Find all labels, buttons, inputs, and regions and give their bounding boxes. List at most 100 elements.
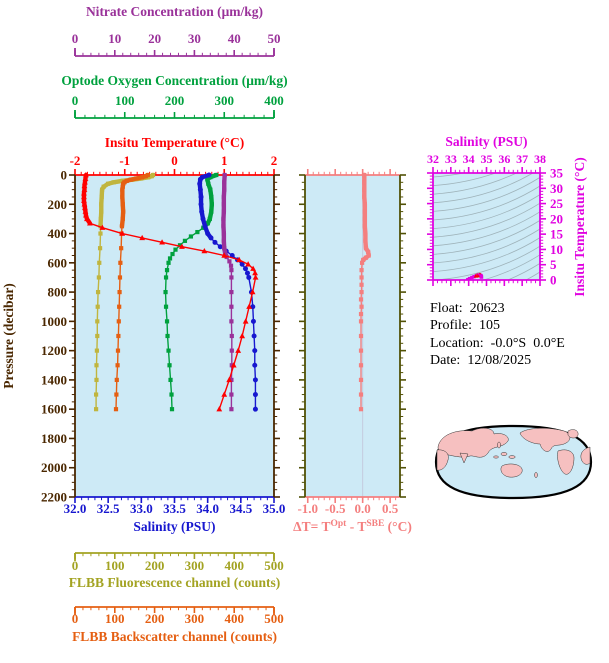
tick-label: 0 — [61, 168, 68, 183]
temperature-top-axis: -2 -1 0 1 2 — [70, 153, 278, 176]
tick-label: 600 — [48, 255, 68, 270]
tick-label: 0.0 — [355, 501, 371, 516]
backscatter-profile — [113, 172, 151, 412]
tick-label: 0 — [72, 558, 79, 573]
float-label: Float: — [430, 301, 463, 316]
delta-label-mid: - T — [346, 519, 366, 534]
ts-salinity-title: Salinity (PSU) — [445, 134, 527, 149]
delta-t-axis-label: ΔT= TOpt - TSBE (°C) — [293, 519, 412, 534]
tick-label: 500 — [264, 558, 284, 573]
tick-label: 33.0 — [130, 501, 153, 516]
tick-label: 35 — [481, 152, 493, 166]
landmass-australia — [500, 463, 523, 478]
tick-label: 100 — [115, 93, 135, 108]
tick-label: 34 — [463, 152, 475, 166]
backscatter-axis-title: FLBB Backscatter channel (counts) — [72, 629, 277, 644]
info-row-location: Location: -0.0°S 0.0°E — [430, 335, 565, 352]
info-row-profile: Profile: 105 — [430, 317, 565, 334]
tick-label: 500 — [264, 611, 284, 626]
float-value: 20623 — [469, 301, 505, 316]
landmass-africa-east — [580, 446, 591, 465]
tick-label: 200 — [145, 611, 165, 626]
tick-label: -1 — [119, 153, 130, 168]
oxygen-profile — [163, 172, 219, 412]
tick-label: 37 — [516, 152, 528, 166]
info-row-float: Float: 20623 — [430, 300, 565, 317]
salinity-bottom-axis: 32.0 32.5 33.0 33.5 34.0 34.5 35.0 — [64, 496, 286, 516]
tick-label: 0 — [72, 31, 79, 46]
tick-label: 50 — [268, 31, 281, 46]
delta-label-sup-opt: Opt — [330, 519, 347, 529]
tick-label: 34.5 — [229, 501, 252, 516]
pressure-left-axis: 0 200 400 600 800 1000 1200 1400 1600 1800 2000 220… — [41, 168, 76, 505]
tick-label: 1400 — [41, 372, 67, 387]
ts-bottom-axis — [432, 279, 541, 286]
tick-label: 300 — [215, 93, 235, 108]
tick-label: 1600 — [41, 402, 67, 417]
landmass-india — [459, 452, 469, 464]
location-label: Location: — [430, 335, 484, 351]
float-info: Float: 20623 Profile: 105 Location: -0.0°S … — [430, 300, 565, 370]
tick-label: 20 — [550, 211, 563, 226]
ts-data-points — [466, 272, 484, 280]
landmass-south-america — [557, 449, 575, 475]
tick-label: 0 — [171, 153, 178, 168]
landmass-greenland — [567, 429, 579, 439]
tick-label: 2000 — [41, 460, 67, 475]
tick-label: 32.0 — [64, 501, 87, 516]
location-value: -0.0°S 0.0°E — [490, 335, 565, 351]
nitrate-profile — [221, 172, 234, 412]
nitrate-axis-title: Nitrate Concentration (μm/kg) — [86, 4, 263, 19]
profile-value: 105 — [479, 318, 500, 334]
date-label: Date: — [430, 353, 461, 369]
tick-label: 400 — [224, 611, 244, 626]
tick-label: 15 — [550, 227, 564, 242]
tick-label: 400 — [224, 558, 244, 573]
tick-label: 36 — [498, 152, 510, 166]
tick-label: 33.5 — [163, 501, 186, 516]
tick-label: 400 — [48, 226, 68, 241]
tick-label: 34.0 — [196, 501, 219, 516]
delta-top-axis — [305, 169, 400, 176]
tick-label: 40 — [228, 31, 241, 46]
fluorescence-axis: 0 100 200 300 400 500 — [72, 552, 284, 573]
delta-left-axis — [299, 174, 306, 498]
backscatter-axis: 0 100 200 300 400 500 — [72, 606, 284, 626]
fluorescence-axis-title: FLBB Fluorescence channel (counts) — [69, 575, 281, 590]
tick-label: 32 — [427, 152, 439, 166]
landmass-new-zealand — [534, 472, 538, 478]
tick-label: 800 — [48, 285, 68, 300]
ts-isopycnal-contours — [433, 173, 540, 280]
pressure-right-axis — [273, 174, 280, 498]
tick-label: 30 — [550, 181, 563, 196]
tick-label: 2 — [271, 153, 278, 168]
landmass-borneo — [500, 452, 508, 456]
tick-label: 35 — [550, 166, 564, 181]
salinity-axis-title: Salinity (PSU) — [133, 519, 215, 534]
tick-label: 1800 — [41, 431, 67, 446]
tick-label: 0 — [550, 273, 557, 288]
tick-label: 5 — [550, 257, 557, 272]
tick-label: 35.0 — [263, 501, 286, 516]
landmass-japan — [497, 441, 501, 449]
temperature-profile — [81, 171, 259, 412]
oxygen-axis-title: Optode Oxygen Concentration (μm/kg) — [61, 73, 287, 88]
delta-bottom-axis: -1.0 -0.5 0.0 0.5 — [297, 496, 400, 516]
tick-label: 400 — [264, 93, 284, 108]
profile-label: Profile: — [430, 318, 472, 334]
landmass-north-america — [519, 428, 571, 452]
tick-label: -1.0 — [297, 501, 318, 516]
tick-label: 10 — [108, 31, 121, 46]
delta_t-profile — [358, 172, 371, 412]
tick-label: 300 — [185, 611, 205, 626]
ts-temperature-title: Insitu Temperature (°C) — [572, 157, 587, 296]
landmass-sumatra — [493, 455, 499, 459]
info-row-date: Date: 12/08/2025 — [430, 352, 565, 369]
tick-label: 30 — [188, 31, 201, 46]
ts-top-axis: 32 33 34 35 36 37 38 — [427, 152, 546, 174]
tick-label: -0.5 — [325, 501, 346, 516]
delta-label-suffix: (°C) — [384, 519, 412, 534]
tick-label: 1000 — [41, 314, 67, 329]
